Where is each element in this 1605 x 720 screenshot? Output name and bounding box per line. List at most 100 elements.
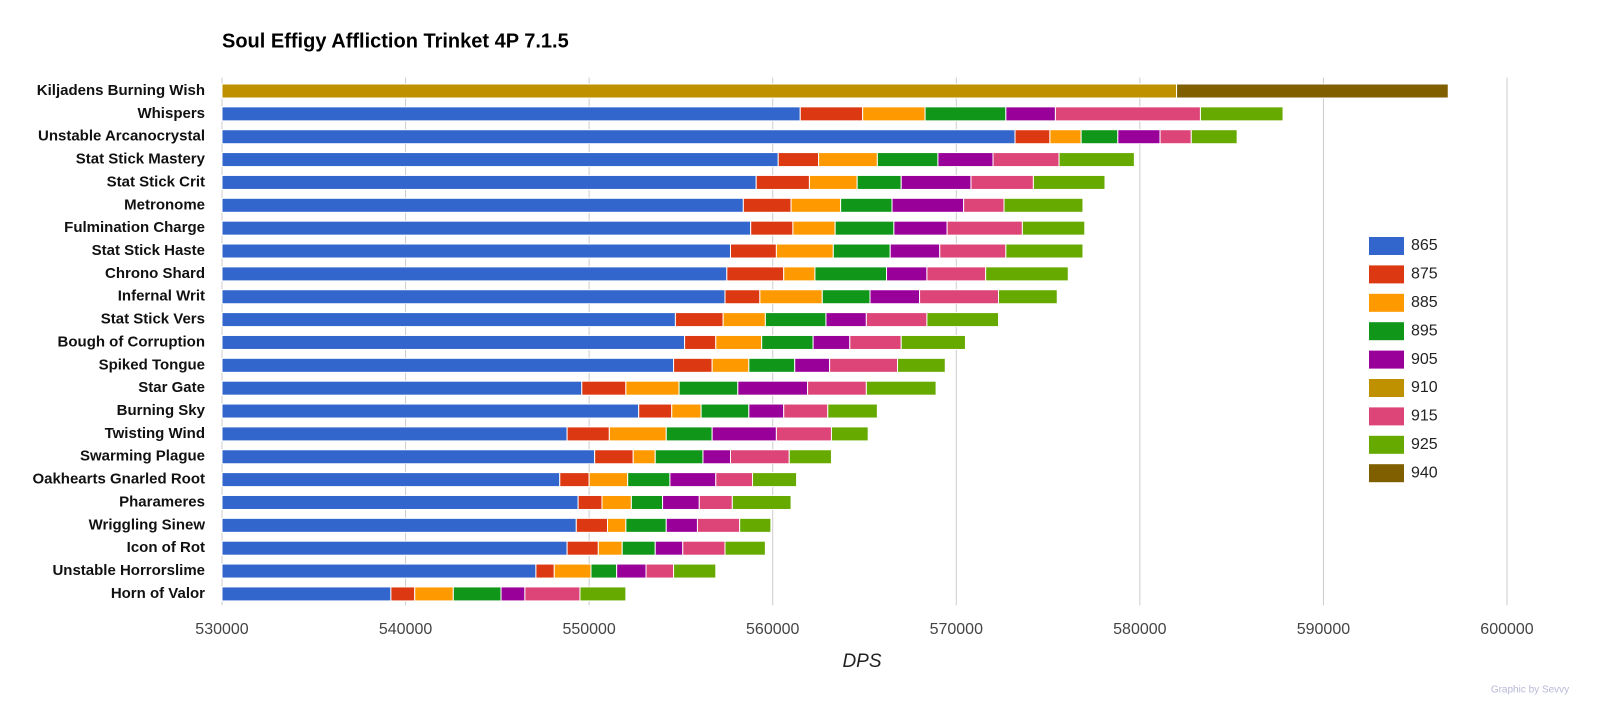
bar-segment (221, 357, 675, 373)
bar-segment (715, 472, 754, 488)
bar-segment (946, 220, 1023, 236)
y-tick-label: Kiljadens Burning Wish (37, 82, 205, 99)
bar-segment (221, 380, 583, 396)
y-tick-label: Stat Stick Vers (101, 311, 205, 328)
bar-segment (829, 357, 899, 373)
bar-segment (581, 380, 627, 396)
bar-segment (500, 586, 526, 602)
bar-segment (764, 312, 827, 328)
bar-segment (674, 312, 724, 328)
bar-segment (390, 586, 416, 602)
bar-segment (673, 563, 717, 579)
bar-segment (654, 449, 704, 465)
y-tick-label: Horn of Valor (111, 585, 205, 602)
legend-label: 910 (1411, 379, 1438, 396)
bar-segment (731, 494, 792, 510)
bar-segment (566, 426, 610, 442)
bar-segment (761, 334, 814, 350)
bar-segment (992, 152, 1060, 168)
y-tick-label: Fulmination Charge (64, 219, 205, 236)
y-tick-label: Bough of Corruption (58, 333, 205, 350)
bar-segment (711, 357, 750, 373)
bar-segment (818, 152, 878, 168)
bar-segment (742, 197, 792, 213)
bar-segment (221, 334, 686, 350)
bar-segment (834, 220, 895, 236)
y-tick-label: Stat Stick Haste (92, 242, 205, 259)
bar-segment (638, 403, 673, 419)
x-tick-label: 540000 (379, 621, 432, 638)
y-tick-label: Unstable Horrorslime (52, 562, 205, 579)
legend-label: 865 (1411, 237, 1438, 254)
y-tick-label: Unstable Arcanocrystal (38, 128, 205, 145)
bar-segment (821, 289, 871, 305)
bar-segment (221, 243, 731, 259)
y-tick-label: Whispers (137, 105, 205, 122)
legend-label: 915 (1411, 408, 1438, 425)
legend-swatch (1369, 407, 1404, 426)
bar-segment (665, 426, 713, 442)
legend-label: 925 (1411, 436, 1438, 453)
x-tick-label: 560000 (746, 621, 799, 638)
bar-segment (812, 334, 851, 350)
legend-label: 885 (1411, 294, 1438, 311)
y-tick-label: Infernal Writ (118, 288, 205, 305)
bar-segment (553, 563, 592, 579)
bar-segment (627, 472, 671, 488)
bar-segment (221, 517, 577, 533)
bar-segment (775, 426, 832, 442)
bar-segment (722, 312, 766, 328)
bar-segment (696, 517, 741, 533)
bar-segment (221, 83, 1178, 99)
bar-segment (755, 174, 810, 190)
bar-segment (794, 357, 831, 373)
bar-segment (900, 334, 966, 350)
bar-segment (221, 312, 676, 328)
y-tick-label: Metronome (124, 196, 205, 213)
y-tick-label: Wriggling Sinew (89, 516, 206, 533)
bar-segment (621, 540, 656, 556)
y-tick-label: Oakhearts Gnarled Root (32, 471, 205, 488)
chart-title: Soul Effigy Affliction Trinket 4P 7.1.5 (222, 30, 569, 52)
bar-segment (1032, 174, 1106, 190)
bar-segment (1005, 106, 1056, 122)
bar-segment (221, 106, 801, 122)
bar-segment (1021, 220, 1086, 236)
y-tick-label: Chrono Shard (105, 265, 205, 282)
bar-segment (998, 289, 1058, 305)
bar-segment (221, 289, 726, 305)
bar-segment (1080, 129, 1119, 145)
bar-segment (739, 517, 772, 533)
bar-segment (886, 266, 928, 282)
bar-segment (775, 243, 834, 259)
bar-segment (869, 289, 921, 305)
bar-segment (814, 266, 888, 282)
bar-segment (662, 494, 700, 510)
legend-swatch (1369, 350, 1404, 369)
bar-segment (671, 403, 702, 419)
bar-segment (673, 357, 713, 373)
bar-segment (783, 266, 816, 282)
bar-segment (724, 289, 761, 305)
bar-segment (645, 563, 675, 579)
bar-segment (575, 517, 608, 533)
bar-segment (1159, 129, 1192, 145)
bar-segment (221, 129, 1016, 145)
bar-segment (559, 472, 590, 488)
bar-segment (715, 334, 763, 350)
bar-segment (1199, 106, 1284, 122)
bar-segment (1049, 129, 1082, 145)
bar-segment (700, 403, 750, 419)
y-tick-label: Swarming Plague (80, 448, 205, 465)
bar-segment (535, 563, 555, 579)
bar-segment (669, 472, 717, 488)
bar-segment (876, 152, 939, 168)
bar-segment (849, 334, 902, 350)
bar-segment (937, 152, 994, 168)
bar-segment (963, 197, 1005, 213)
bar-segment (625, 517, 667, 533)
legend-swatch (1369, 322, 1404, 341)
legend-swatch (1369, 265, 1404, 284)
bar-segment (856, 174, 902, 190)
